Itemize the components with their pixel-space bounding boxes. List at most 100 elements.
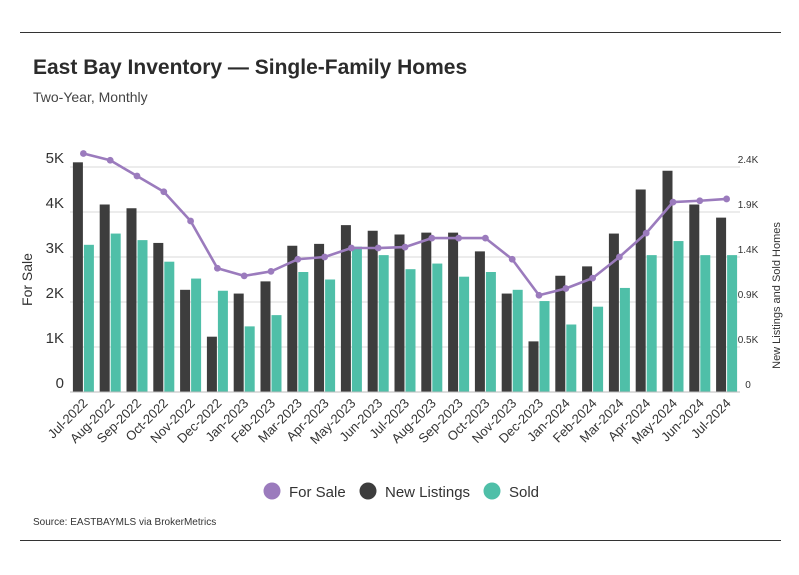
- sold-bar: [325, 279, 336, 392]
- for-sale-point: [240, 272, 248, 280]
- top-rule: [20, 32, 781, 33]
- sold-bar: [110, 233, 121, 392]
- for-sale-point: [401, 243, 409, 251]
- sold-bar: [217, 290, 228, 392]
- new-listings-bar: [314, 243, 325, 392]
- for-sale-point: [106, 156, 114, 164]
- for-sale-point: [214, 264, 221, 272]
- for-sale-point: [562, 285, 570, 292]
- for-sale-point: [696, 197, 704, 205]
- left-tick-label: 2K: [46, 285, 64, 302]
- for-sale-point: [374, 244, 382, 252]
- for-sale-point: [187, 217, 195, 225]
- new-listings-bar: [501, 293, 512, 392]
- sold-bar: [244, 326, 255, 392]
- for-sale-point: [589, 274, 596, 282]
- sold-bar: [191, 278, 202, 392]
- new-listings-bar: [206, 336, 217, 392]
- new-listings-bar: [99, 204, 110, 392]
- right-tick-label: 1.9K: [738, 200, 759, 211]
- new-listings-bar: [287, 245, 298, 392]
- left-axis-title: For Sale: [19, 253, 35, 306]
- sold-bar: [405, 269, 416, 392]
- for-sale-point: [80, 150, 87, 157]
- for-sale-point: [267, 268, 275, 275]
- sold-bar: [459, 276, 470, 392]
- sold-bar: [432, 263, 443, 392]
- new-listings-bar: [608, 233, 619, 392]
- right-tick-label: 0: [745, 380, 751, 391]
- source-note: Source: EASTBAYMLS via BrokerMetrics: [33, 517, 217, 528]
- new-listings-bar: [716, 217, 727, 392]
- new-listings-bar: [662, 170, 673, 392]
- new-listings-bar: [260, 281, 271, 392]
- left-tick-label: 1K: [46, 330, 64, 347]
- new-listings-bar: [340, 225, 351, 392]
- new-listings-bar: [582, 266, 593, 392]
- for-sale-point: [616, 253, 623, 261]
- sold-bar: [673, 241, 684, 392]
- for-sale-line: [83, 152, 727, 297]
- for-sale-point: [348, 244, 355, 252]
- chart-subtitle: Two-Year, Monthly: [33, 89, 148, 105]
- new-listings-bar: [72, 162, 83, 392]
- right-tick-label: 0.5K: [738, 335, 759, 346]
- chart-title: East Bay Inventory — Single-Family Homes: [33, 56, 468, 79]
- sold-bar: [378, 255, 389, 392]
- left-tick-label: 3K: [46, 240, 64, 257]
- right-tick-label: 1.4K: [738, 245, 759, 256]
- new-listings-bar: [126, 208, 137, 392]
- for-sale-point: [642, 229, 650, 237]
- for-sale-point: [160, 188, 168, 196]
- for-sale-point: [669, 198, 677, 206]
- left-tick-label: 0: [56, 375, 64, 392]
- for-sale-point: [428, 234, 436, 242]
- sold-bar: [298, 272, 309, 392]
- legend-label: Sold: [509, 484, 539, 501]
- sold-bar: [351, 246, 362, 392]
- legend-label: For Sale: [289, 484, 346, 501]
- new-listings-bar: [474, 251, 485, 392]
- for-sale-point: [133, 172, 141, 180]
- new-listings-bar: [180, 289, 191, 392]
- new-listings-bar: [689, 204, 700, 392]
- sold-bar: [137, 240, 148, 392]
- new-listings-bar: [233, 293, 244, 392]
- for-sale-point: [321, 253, 328, 261]
- left-tick-label: 4K: [46, 195, 64, 212]
- new-listings-bar: [153, 242, 164, 392]
- legend-marker: [483, 482, 501, 500]
- for-sale-point: [723, 195, 730, 203]
- sold-bar: [700, 255, 711, 392]
- sold-bar: [619, 287, 630, 392]
- for-sale-point: [508, 255, 516, 263]
- right-axis-title: New Listings and Sold Homes: [771, 222, 783, 369]
- sold-bar: [539, 301, 550, 392]
- legend-label: New Listings: [385, 484, 470, 501]
- sold-bar: [566, 324, 577, 392]
- sold-bar: [83, 244, 94, 392]
- new-listings-bar: [367, 230, 378, 392]
- new-listings-bar: [448, 232, 459, 392]
- left-tick-label: 5K: [46, 150, 64, 167]
- new-listings-bar: [421, 232, 432, 392]
- new-listings-bar: [555, 275, 566, 392]
- for-sale-point: [535, 291, 543, 299]
- bottom-rule: [20, 540, 781, 541]
- sold-bar: [485, 272, 496, 392]
- sold-bar: [646, 255, 657, 392]
- new-listings-bar: [635, 189, 646, 392]
- sold-bar: [593, 306, 604, 392]
- sold-bar: [271, 315, 282, 392]
- for-sale-point: [455, 234, 462, 242]
- new-listings-bar: [528, 341, 539, 392]
- sold-bar: [727, 255, 738, 392]
- right-tick-label: 0.9K: [738, 290, 759, 301]
- bars-group: [72, 162, 738, 392]
- legend: For Sale New Listings Sold: [263, 482, 539, 501]
- legend-marker: [263, 482, 281, 500]
- right-tick-label: 2.4K: [738, 155, 759, 166]
- for-sale-line-group: [80, 150, 730, 299]
- for-sale-point: [294, 255, 302, 263]
